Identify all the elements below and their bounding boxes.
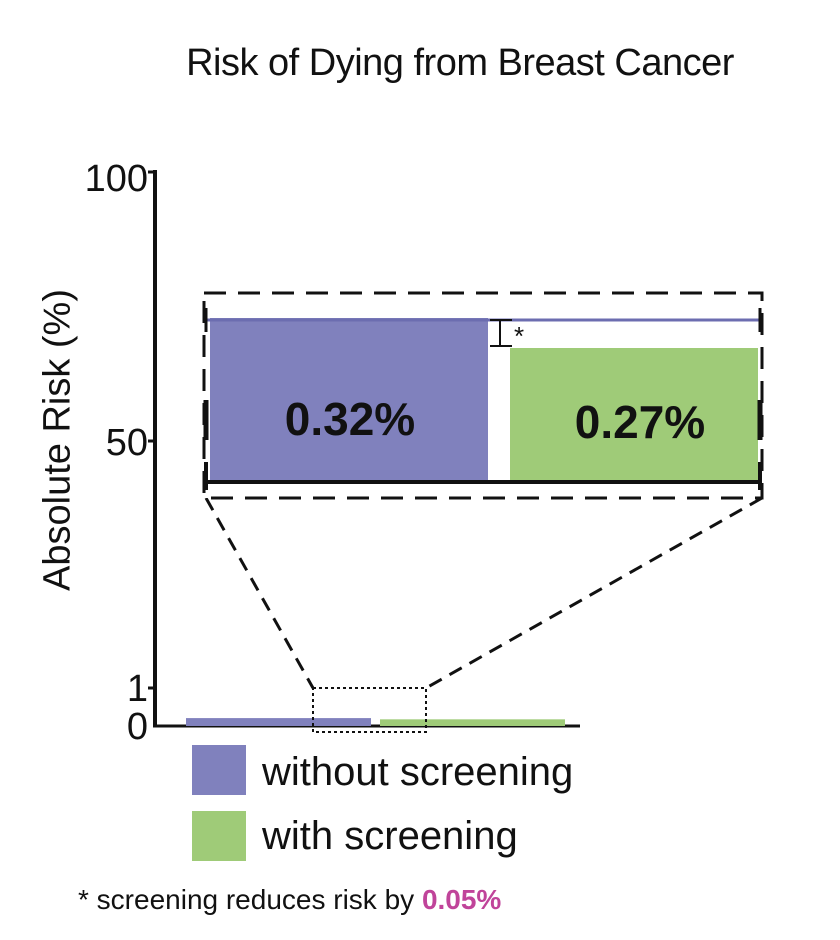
legend-swatch-with-screening	[192, 811, 246, 861]
y-tick-50: 50	[105, 422, 148, 464]
zoom-selection-box	[312, 687, 427, 733]
footnote-highlight: 0.05%	[421, 884, 502, 915]
footnote-text: * screening reduces risk by	[78, 884, 422, 915]
legend-label-with-screening: with screening	[262, 814, 518, 858]
zoom-connector-left	[204, 497, 315, 689]
main-bars-group	[186, 718, 565, 726]
zoom-connector-right	[425, 496, 763, 690]
legend-swatch-without-screening	[192, 745, 246, 795]
footnote: * screening reduces risk by 0.05%	[78, 884, 501, 916]
bar-with-screening	[380, 719, 565, 726]
y-tick-0: 0	[126, 706, 148, 748]
inset-bars-group	[210, 318, 758, 482]
legend-label-without-screening: without screening	[262, 750, 574, 794]
bar-without-screening	[186, 718, 371, 726]
inset-bar-without-screening	[210, 318, 488, 482]
bar-label-with-screening: 0.27%	[575, 396, 705, 448]
bar-label-without-screening: 0.32%	[285, 393, 415, 445]
chart-title: Risk of Dying from Breast Cancer	[186, 42, 734, 84]
y-tick-1: 1	[126, 668, 148, 710]
y-tick-100: 100	[84, 158, 148, 200]
difference-asterisk: *	[514, 321, 524, 351]
inset-bar-with-screening	[510, 348, 758, 482]
